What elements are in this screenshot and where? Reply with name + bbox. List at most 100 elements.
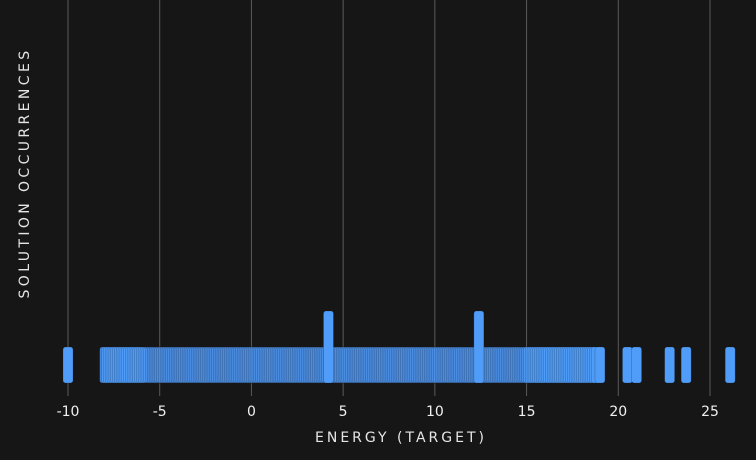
bar <box>416 346 428 384</box>
bar <box>363 346 375 384</box>
bar <box>680 346 692 384</box>
bar <box>216 346 228 384</box>
bar <box>174 346 186 384</box>
bar <box>275 346 287 384</box>
bar <box>178 346 189 384</box>
bar <box>167 346 178 384</box>
bar <box>238 346 250 384</box>
bar <box>222 346 233 384</box>
bar <box>334 346 345 384</box>
bar <box>170 346 182 384</box>
bar <box>310 346 321 384</box>
bar <box>213 346 224 384</box>
bar <box>220 346 232 384</box>
bar <box>150 346 162 384</box>
bar <box>187 346 199 384</box>
bar <box>446 346 457 384</box>
bar <box>260 346 272 384</box>
bar <box>240 346 252 384</box>
bar <box>203 346 215 384</box>
bar <box>512 346 523 384</box>
bar <box>202 346 213 384</box>
bar <box>341 346 353 384</box>
bar <box>398 346 409 384</box>
bar <box>295 346 307 384</box>
bar <box>258 346 270 384</box>
bar <box>249 346 261 384</box>
bar <box>502 346 514 384</box>
bar <box>139 346 151 384</box>
bar <box>209 346 221 384</box>
bar <box>438 346 450 384</box>
bar <box>172 346 184 384</box>
bar <box>306 346 318 384</box>
bar <box>312 346 323 384</box>
bar <box>163 346 175 384</box>
bar <box>147 346 158 384</box>
bar <box>279 346 290 384</box>
bar <box>413 346 424 384</box>
bar <box>508 346 520 384</box>
bar <box>282 346 294 384</box>
bar <box>427 346 439 384</box>
bar <box>370 346 382 384</box>
bar <box>414 346 426 384</box>
bar <box>352 346 364 384</box>
bar <box>185 346 197 384</box>
bar <box>462 346 474 384</box>
bar <box>143 346 155 384</box>
bar <box>435 346 446 384</box>
bar <box>440 346 452 384</box>
bar <box>359 346 371 384</box>
bar <box>488 346 499 384</box>
bar <box>350 346 362 384</box>
bar <box>247 346 259 384</box>
bars <box>62 310 736 384</box>
grid-lines <box>67 0 711 396</box>
bar <box>724 346 736 384</box>
bar <box>631 346 642 384</box>
bar <box>506 346 518 384</box>
bar <box>180 346 191 384</box>
bar <box>165 346 177 384</box>
bar <box>387 346 398 384</box>
bar <box>227 346 239 384</box>
bar <box>372 346 384 384</box>
bar <box>200 346 211 384</box>
bar <box>486 346 498 384</box>
bar <box>490 346 501 384</box>
bar <box>207 346 219 384</box>
bar <box>411 346 422 384</box>
bar <box>442 346 454 384</box>
bar <box>339 346 351 384</box>
bar <box>425 346 437 384</box>
bar <box>297 346 309 384</box>
bar <box>323 310 334 384</box>
bar <box>402 346 413 384</box>
bar <box>354 346 365 384</box>
bar <box>383 346 395 384</box>
bar <box>358 346 369 384</box>
bar <box>409 346 420 384</box>
bar <box>304 346 316 384</box>
bar <box>62 346 74 384</box>
bar <box>369 346 380 384</box>
bar <box>594 346 606 384</box>
bar <box>495 346 507 384</box>
bar <box>269 346 281 384</box>
bar <box>299 346 310 384</box>
bar <box>194 346 206 384</box>
bar <box>493 346 505 384</box>
y-axis-label: SOLUTION OCCURRENCES <box>17 48 33 299</box>
x-tick-label: -5 <box>153 404 167 420</box>
bar <box>499 346 510 384</box>
bar <box>484 346 496 384</box>
bar <box>242 346 254 384</box>
bar <box>337 346 349 384</box>
bar <box>255 346 266 384</box>
bar <box>288 346 299 384</box>
bar <box>264 346 276 384</box>
bar <box>422 346 433 384</box>
bar <box>451 346 463 384</box>
